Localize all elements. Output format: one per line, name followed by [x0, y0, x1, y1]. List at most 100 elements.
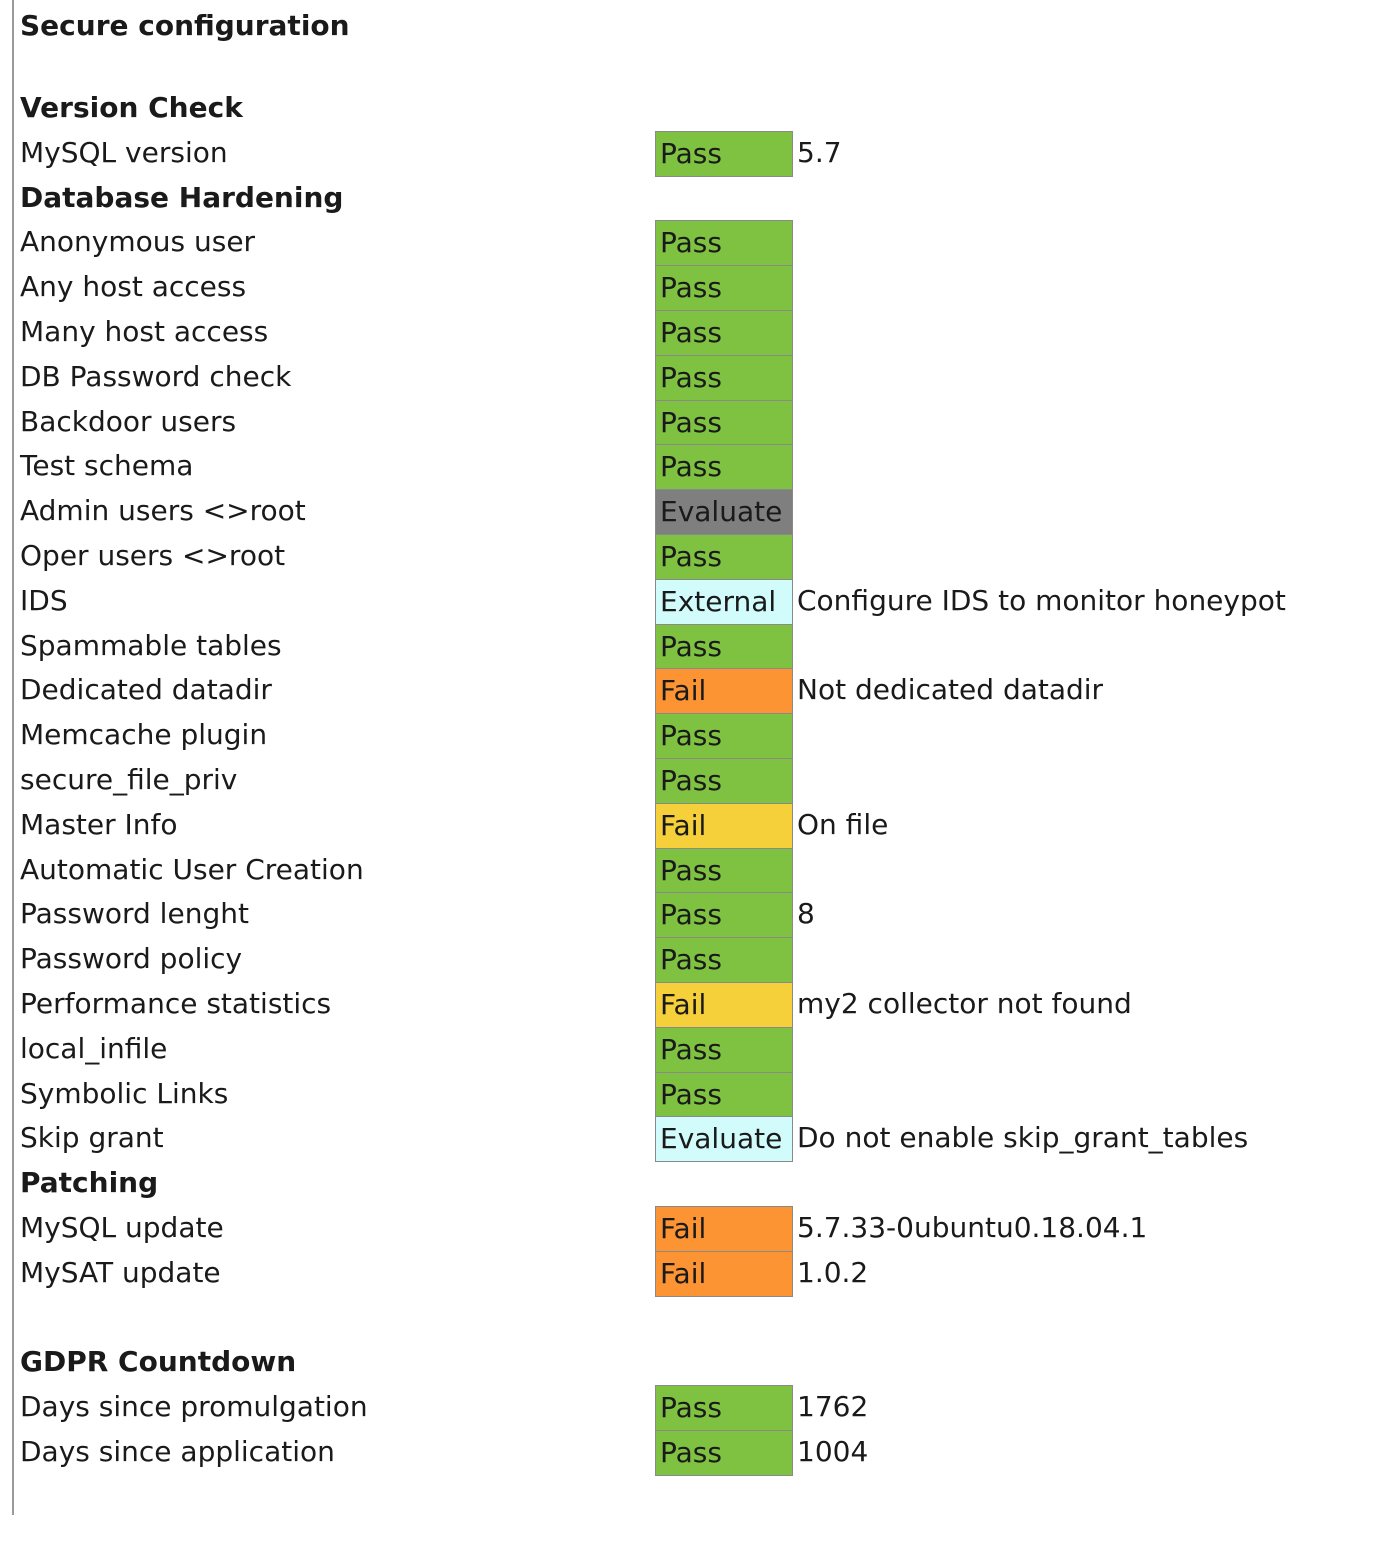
- check-note: 8: [797, 897, 815, 931]
- check-row: Skip grant Evaluate Do not enable skip_gra…: [0, 1116, 1388, 1163]
- check-row: Password policy Pass: [0, 937, 1388, 983]
- check-label: Memcache plugin: [20, 718, 268, 752]
- check-label: Automatic User Creation: [20, 852, 364, 886]
- check-row: Days since promulgation Pass 1762: [0, 1385, 1388, 1431]
- status-badge: Pass: [655, 309, 793, 356]
- check-label: Performance statistics: [20, 986, 332, 1020]
- check-note: 1004: [797, 1434, 869, 1468]
- check-note: Configure IDS to monitor honeypot: [797, 583, 1286, 617]
- check-row: Admin users <>root Evaluate: [0, 489, 1388, 535]
- check-row: Backdoor users Pass: [0, 399, 1388, 446]
- status-badge: Evaluate: [655, 1116, 793, 1163]
- status-badge: Pass: [655, 444, 793, 491]
- check-label: Password lenght: [20, 897, 249, 931]
- status-badge: Pass: [655, 130, 793, 177]
- status-badge: Pass: [655, 354, 793, 401]
- check-label: Days since application: [20, 1434, 335, 1468]
- check-row: Days since application Pass 1004: [0, 1429, 1388, 1476]
- check-label: Admin users <>root: [20, 494, 306, 528]
- status-badge: Fail: [655, 1250, 793, 1297]
- check-label: local_infile: [20, 1031, 168, 1065]
- check-row: MySAT update Fail 1.0.2: [0, 1250, 1388, 1297]
- check-label: Password policy: [20, 942, 243, 976]
- check-label: Master Info: [20, 807, 178, 841]
- section-heading: Database Hardening: [20, 180, 344, 214]
- page-left-border: [12, 0, 14, 1515]
- check-note: On file: [797, 807, 889, 841]
- check-list: Version Check MySQL version Pass 5.7 Databas…: [0, 86, 1388, 1476]
- status-badge: Pass: [655, 847, 793, 894]
- check-label: IDS: [20, 583, 68, 617]
- status-badge: Pass: [655, 265, 793, 311]
- check-note: 1762: [797, 1390, 869, 1424]
- check-row: Symbolic Links Pass: [0, 1071, 1388, 1118]
- check-note: my2 collector not found: [797, 986, 1132, 1020]
- check-note: 5.7: [797, 135, 842, 169]
- check-row: DB Password check Pass: [0, 354, 1388, 401]
- check-label: Test schema: [20, 449, 194, 483]
- status-badge: Fail: [655, 802, 793, 849]
- page-title: Secure configuration: [20, 9, 350, 42]
- status-badge: Pass: [655, 1071, 793, 1118]
- check-row: Many host access Pass: [0, 309, 1388, 356]
- status-badge: Pass: [655, 1026, 793, 1073]
- check-row: Master Info Fail On file: [0, 802, 1388, 849]
- check-label: MySQL update: [20, 1210, 224, 1244]
- check-note: 5.7.33-0ubuntu0.18.04.1: [797, 1210, 1148, 1244]
- check-row: MySQL version Pass 5.7: [0, 130, 1388, 177]
- status-badge: Pass: [655, 892, 793, 939]
- check-row: Memcache plugin Pass: [0, 713, 1388, 759]
- check-label: secure_file_priv: [20, 762, 238, 796]
- section-heading: Patching: [20, 1166, 159, 1200]
- check-label: Many host access: [20, 314, 269, 348]
- section-heading-row: Database Hardening: [0, 176, 1388, 221]
- check-row: Any host access Pass: [0, 265, 1388, 311]
- check-label: Spammable tables: [20, 628, 282, 662]
- check-row: secure_file_priv Pass: [0, 757, 1388, 804]
- check-row: Anonymous user Pass: [0, 220, 1388, 267]
- check-label: MySQL version: [20, 135, 228, 169]
- check-row: Performance statistics Fail my2 collector …: [0, 981, 1388, 1028]
- check-row: Dedicated datadir Fail Not dedicated datad…: [0, 668, 1388, 715]
- status-badge: Pass: [655, 1429, 793, 1476]
- check-row: Oper users <>root Pass: [0, 533, 1388, 580]
- check-row: local_infile Pass: [0, 1026, 1388, 1073]
- status-badge: Fail: [655, 981, 793, 1028]
- status-badge: Pass: [655, 1385, 793, 1431]
- status-badge: Fail: [655, 668, 793, 715]
- check-label: Symbolic Links: [20, 1076, 229, 1110]
- spacer-row: [0, 1296, 1388, 1341]
- check-label: Dedicated datadir: [20, 673, 272, 707]
- status-badge: Fail: [655, 1205, 793, 1252]
- check-note: 1.0.2: [797, 1255, 869, 1289]
- status-badge: Pass: [655, 399, 793, 446]
- check-label: Anonymous user: [20, 225, 256, 259]
- check-row: IDS External Configure IDS to monitor hone…: [0, 578, 1388, 625]
- section-heading-row: Patching: [0, 1161, 1388, 1206]
- check-label: DB Password check: [20, 359, 292, 393]
- section-heading-row: Version Check: [0, 86, 1388, 131]
- status-badge: Pass: [655, 713, 793, 759]
- status-badge: Pass: [655, 533, 793, 580]
- check-row: Spammable tables Pass: [0, 623, 1388, 670]
- check-label: MySAT update: [20, 1255, 221, 1289]
- section-heading-row: GDPR Countdown: [0, 1340, 1388, 1385]
- check-label: Any host access: [20, 270, 247, 304]
- status-badge: Pass: [655, 220, 793, 267]
- check-label: Days since promulgation: [20, 1390, 368, 1424]
- check-note: Do not enable skip_grant_tables: [797, 1121, 1249, 1155]
- check-row: MySQL update Fail 5.7.33-0ubuntu0.18.04.1: [0, 1205, 1388, 1252]
- status-badge: External: [655, 578, 793, 625]
- check-note: Not dedicated datadir: [797, 673, 1104, 707]
- status-badge: Pass: [655, 623, 793, 670]
- status-badge: Pass: [655, 757, 793, 804]
- section-heading: Version Check: [20, 91, 243, 124]
- section-heading: GDPR Countdown: [20, 1345, 297, 1379]
- status-badge: Evaluate: [655, 489, 793, 535]
- check-label: Backdoor users: [20, 404, 237, 438]
- check-label: Oper users <>root: [20, 538, 286, 572]
- check-row: Automatic User Creation Pass: [0, 847, 1388, 894]
- check-label: Skip grant: [20, 1121, 164, 1155]
- check-row: Test schema Pass: [0, 444, 1388, 491]
- check-row: Password lenght Pass 8: [0, 892, 1388, 939]
